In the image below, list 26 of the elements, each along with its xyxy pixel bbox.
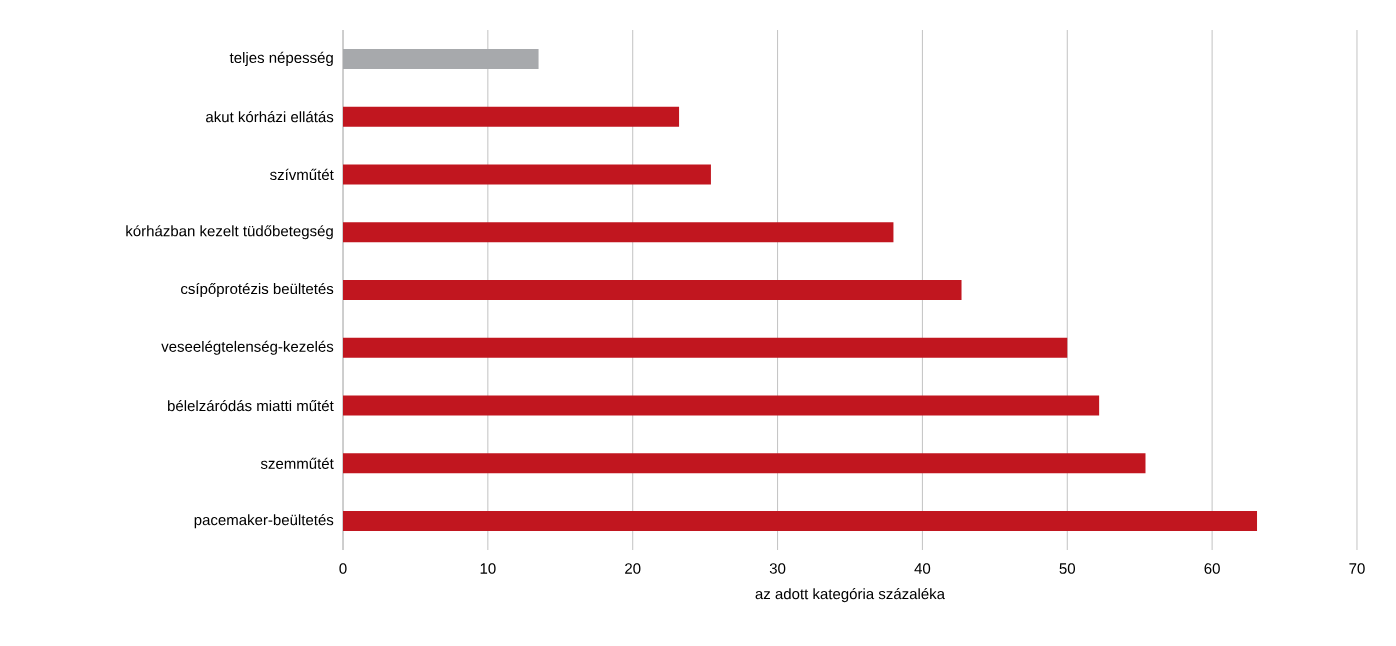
bar [343,395,1100,416]
bar [343,511,1258,532]
bar [343,453,1146,474]
x-tick-label: 30 [769,563,786,574]
y-tick-label: veseelégtelenség-kezelés [161,340,334,355]
y-tick-label: teljes népesség [229,51,333,66]
bar [343,106,680,127]
y-tick-label: kórházban kezelt tüdőbetegség [126,225,333,240]
y-tick-label: szívműtét [270,168,334,181]
x-axis-title: az adott kategória százaléka [755,588,946,603]
y-tick-label: akut kórházi ellátás [206,111,334,123]
bar [343,280,962,301]
x-tick-label: 70 [1349,563,1365,574]
y-tick-label: csípőprotézis beültetés [181,282,334,298]
bar [343,222,894,243]
y-tick-label: pacemaker-beültetés [194,514,334,529]
x-tick-label: 20 [625,563,641,574]
bar [343,337,1068,358]
x-tick-label: 50 [1059,563,1076,574]
y-tick-label: bélelzáródás miatti műtét [168,399,334,412]
x-tick-label: 10 [480,563,496,574]
x-tick-label: 60 [1204,563,1220,574]
bar [343,164,711,185]
y-tick-label: szemműtét [260,457,334,469]
x-tick-label: 40 [914,563,931,574]
x-tick-label: 0 [339,563,347,574]
